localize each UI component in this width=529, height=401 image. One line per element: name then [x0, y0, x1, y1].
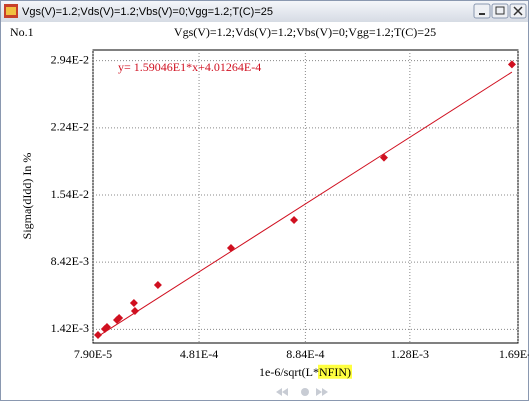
x-axis-label-text: 1e-6/sqrt(L*NFIN)	[259, 365, 351, 379]
window-title: Vgs(V)=1.2;Vds(V)=1.2;Vbs(V)=0;Vgg=1.2;T…	[22, 6, 273, 18]
point	[130, 307, 139, 316]
point	[379, 153, 388, 162]
x-tick-label: 4.81E-4	[180, 347, 218, 361]
fit-line	[96, 71, 513, 338]
point	[290, 216, 299, 225]
x-tick-label: 1.69E-3	[499, 347, 529, 361]
annotation: y= 1.59046E1*x+4.01264E-4	[118, 60, 261, 74]
y-tick-label: 1.42E-3	[51, 321, 89, 335]
point	[153, 280, 162, 289]
app-icon-inner	[6, 7, 16, 15]
minimize-button[interactable]	[473, 3, 491, 19]
point	[94, 331, 103, 340]
x-axis-label: 1e-6/sqrt(L*NFIN)	[259, 364, 352, 379]
maximize-button[interactable]	[491, 3, 509, 19]
point	[129, 299, 138, 308]
minimize-glyph	[479, 13, 485, 15]
x-tick-label: 8.84E-4	[286, 347, 324, 361]
point	[115, 314, 124, 323]
close-glyph	[513, 6, 523, 16]
x-tick-label: 1.28E-3	[391, 347, 429, 361]
point	[507, 60, 516, 69]
title-bar	[1, 1, 528, 22]
y-tick-label: 2.94E-2	[51, 52, 89, 66]
y-tick-label: 8.42E-3	[51, 254, 89, 268]
maximize-glyph	[495, 6, 505, 15]
point	[226, 243, 235, 252]
y-tick-label: 2.24E-2	[51, 120, 89, 134]
chart-title: Vgs(V)=1.2;Vds(V)=1.2;Vbs(V)=0;Vgg=1.2;T…	[174, 25, 436, 39]
nav-first[interactable]	[276, 388, 288, 396]
highlight	[317, 364, 352, 379]
y-axis-label: Sigma(dIdd) In %	[20, 153, 34, 240]
panel-label: No.1	[10, 25, 34, 39]
x-axis-label-highlight: NFIN)	[319, 365, 351, 379]
window-buttons[interactable]	[473, 3, 527, 19]
x-tick-label: 7.90E-5	[74, 347, 112, 361]
nav-current[interactable]	[301, 388, 309, 396]
y-tick-label: 1.54E-2	[51, 187, 89, 201]
navigation[interactable]	[276, 388, 328, 396]
nav-last[interactable]	[316, 388, 328, 396]
point	[102, 322, 111, 331]
x-axis-label-part: 1e-6/sqrt(L*	[259, 365, 319, 379]
